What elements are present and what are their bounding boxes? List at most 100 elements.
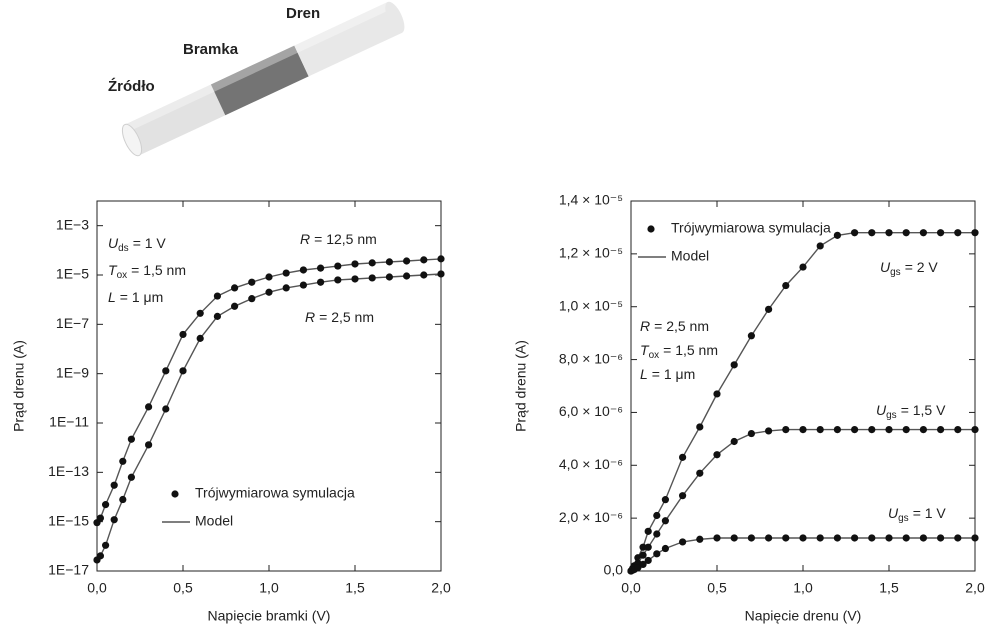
x-tick-label: 2,0 (965, 580, 985, 596)
simulation-point (851, 426, 859, 434)
symbol: U (888, 505, 899, 521)
simulation-point (162, 405, 170, 413)
label-text: = 2,5 nm (319, 309, 374, 325)
label-text: = 1,5 nm (663, 342, 718, 358)
simulation-point (145, 403, 153, 411)
simulation-point (782, 534, 790, 542)
simulation-point (179, 367, 187, 375)
simulation-point (696, 423, 704, 431)
end-cap (385, 1, 405, 34)
simulation-point (437, 270, 445, 278)
symbol: U (876, 402, 887, 418)
simulation-point (265, 288, 273, 296)
simulation-point (765, 427, 773, 435)
simulation-point (747, 332, 756, 340)
y-axis-label: Prąd drenu (A) (513, 340, 529, 432)
simulation-point (653, 530, 661, 538)
y-tick-label: 1E−11 (49, 414, 89, 430)
simulation-point (102, 541, 110, 549)
simulation-point (334, 276, 342, 284)
simulation-point (127, 473, 135, 481)
simulation-point (747, 534, 756, 542)
x-tick-label: 1,5 (879, 580, 899, 596)
diagram-label: Dren (286, 5, 320, 22)
nanowire-diagram: Źródło Bramka Dren (108, 1, 405, 157)
simulation-point (119, 457, 127, 465)
x-tick-label: 0,0 (621, 580, 641, 596)
legend-label: Trójwymiarowa symulacja (671, 220, 831, 236)
simulation-point (661, 544, 670, 553)
simulation-point (730, 361, 738, 369)
subscript: ox (649, 350, 660, 361)
simulation-point (299, 266, 307, 274)
simulation-point (351, 260, 359, 268)
simulation-point (816, 426, 824, 434)
simulation-point (127, 435, 135, 443)
simulation-point (919, 534, 928, 542)
simulation-point (730, 534, 738, 542)
simulation-point (368, 259, 376, 267)
legend-marker (647, 225, 655, 233)
simulation-point (634, 563, 642, 572)
label-text: = 1,5 V (901, 402, 946, 418)
simulation-point (351, 275, 359, 283)
simulation-point (420, 256, 428, 264)
parameter-annotation: Tox = 1,5 nm (108, 262, 186, 281)
simulation-point (713, 390, 721, 398)
simulation-point (902, 426, 910, 434)
x-tick-label: 2,0 (431, 580, 451, 596)
y-tick-label: 1E−13 (48, 463, 89, 479)
simulation-point (730, 437, 738, 446)
simulation-point (885, 534, 893, 542)
label-text: = 1 μm (652, 366, 695, 382)
subscript: ox (117, 270, 128, 281)
symbol: T (640, 342, 650, 358)
simulation-point (851, 534, 859, 542)
simulation-point (799, 263, 807, 271)
simulation-point (653, 511, 661, 520)
simulation-point (782, 426, 790, 434)
symbol: U (108, 235, 119, 251)
simulation-point (885, 229, 893, 237)
simulation-point (971, 426, 979, 434)
y-axis-label: Prąd drenu (A) (11, 340, 27, 432)
simulation-point (196, 309, 204, 317)
simulation-point (403, 257, 411, 265)
label-text: = 2,5 nm (654, 318, 709, 334)
series-label: Ugs = 1,5 V (876, 402, 946, 421)
y-tick-label: 1E−7 (56, 315, 89, 331)
x-tick-label: 0,0 (87, 580, 107, 596)
simulation-point (902, 229, 910, 237)
x-axis-label: Napięcie bramki (V) (208, 608, 331, 624)
simulation-point (299, 281, 307, 289)
simulation-point (102, 501, 110, 509)
x-tick-label: 0,5 (707, 580, 727, 596)
plot-frame (96, 200, 442, 572)
simulation-point (110, 481, 118, 489)
x-axis-label: Napięcie drenu (V) (745, 608, 862, 624)
subscript: ds (118, 243, 129, 254)
label-text: = 1 μm (120, 289, 163, 305)
simulation-point (851, 229, 859, 237)
y-tick-label: 0,0 (604, 562, 624, 578)
drain-segment (294, 2, 403, 77)
end-face (121, 123, 143, 157)
simulation-point (248, 295, 256, 303)
parameter-annotation: L = 1 μm (108, 289, 163, 305)
y-tick-label: 4,0 × 10⁻⁶ (559, 456, 623, 472)
simulation-point (765, 305, 773, 313)
simulation-point (119, 495, 127, 504)
simulation-point (213, 292, 221, 300)
legend-label: Model (195, 513, 233, 529)
label-text: = 1 V (133, 235, 167, 251)
simulation-point (334, 262, 342, 270)
simulation-point (816, 242, 824, 250)
y-tick-label: 1,4 × 10⁻⁵ (559, 192, 623, 208)
simulation-point (971, 229, 979, 237)
simulation-point (437, 255, 445, 263)
series-label: R = 2,5 nm (305, 309, 374, 325)
series-label: R = 12,5 nm (300, 231, 377, 247)
parameter-annotation: L = 1 μm (640, 366, 695, 382)
simulation-point (368, 274, 376, 282)
simulation-point (162, 367, 170, 375)
